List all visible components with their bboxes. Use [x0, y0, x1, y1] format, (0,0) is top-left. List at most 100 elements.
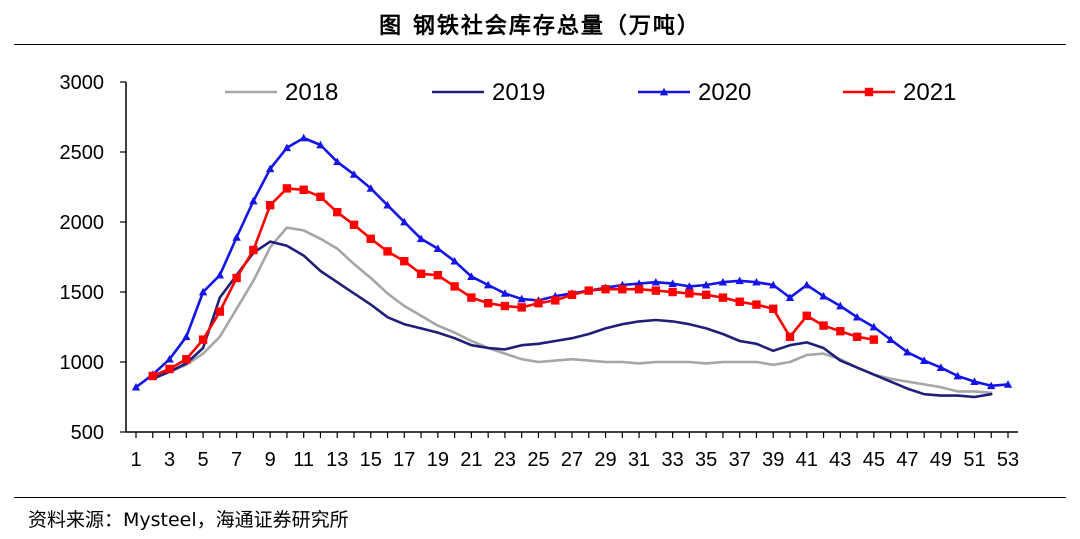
legend-marker: [864, 87, 874, 97]
data-point-2021: [383, 247, 392, 256]
data-point-2021: [735, 297, 744, 306]
data-point-2020: [249, 196, 258, 205]
y-tick-label: 1000: [60, 352, 105, 374]
x-tick-label: 3: [164, 449, 175, 471]
data-point-2020: [232, 233, 241, 241]
data-point-2020: [467, 272, 476, 280]
data-point-2021: [567, 290, 577, 299]
series-2018: [151, 226, 993, 395]
x-tick-label: 37: [729, 449, 751, 471]
data-point-2020: [265, 164, 275, 173]
data-point-2020: [970, 377, 979, 385]
data-point-2020: [886, 335, 895, 343]
data-point-2020: [819, 292, 828, 300]
data-point-2020: [701, 280, 711, 289]
x-tick-label: 27: [561, 449, 583, 471]
data-point-2021: [802, 311, 811, 320]
data-point-2020: [366, 184, 375, 192]
data-point-2021: [198, 335, 208, 344]
data-point-2020: [919, 356, 929, 364]
legend-label: 2021: [903, 79, 956, 106]
series-lines: [131, 133, 1013, 399]
data-point-2021: [500, 301, 510, 311]
source-divider: [14, 497, 1066, 498]
data-point-2021: [534, 299, 543, 308]
chart-title: 图 钢铁社会库存总量（万吨）: [379, 14, 701, 39]
data-point-2021: [651, 286, 661, 295]
data-point-2021: [601, 285, 610, 294]
data-point-2020: [316, 140, 325, 149]
data-point-2020: [416, 234, 426, 243]
data-point-2020: [500, 289, 510, 297]
series-line-2020: [134, 136, 1010, 389]
data-point-2021: [869, 335, 879, 344]
data-point-2021: [483, 299, 493, 308]
data-point-2020: [517, 294, 526, 303]
data-point-2020: [752, 278, 761, 286]
legend-marker: [659, 87, 669, 96]
y-tick-label: 2000: [60, 212, 105, 234]
data-point-2020: [836, 301, 845, 310]
data-point-2021: [618, 285, 627, 294]
data-point-2021: [215, 307, 225, 316]
x-tick-label: 21: [460, 449, 482, 471]
data-point-2021: [517, 303, 526, 312]
data-point-2021: [165, 364, 174, 374]
data-point-2021: [433, 271, 443, 280]
y-tick-label: 3000: [60, 72, 105, 94]
data-point-2020: [182, 332, 191, 341]
y-tick-label: 2500: [60, 142, 105, 164]
legend-item-2021: 2021: [843, 79, 956, 106]
data-point-2020: [433, 244, 443, 252]
data-point-2021: [232, 273, 241, 283]
x-tick-label: 45: [863, 449, 885, 471]
data-point-2021: [148, 371, 157, 381]
data-point-2021: [265, 201, 275, 210]
x-tick-label: 17: [393, 449, 415, 471]
data-point-2021: [299, 185, 308, 194]
data-point-2020: [936, 363, 946, 371]
data-point-2020: [1003, 380, 1013, 388]
data-point-2020: [769, 280, 778, 289]
data-point-2021: [836, 327, 845, 336]
x-tick-label: 25: [527, 449, 549, 471]
x-tick-label: 49: [930, 449, 952, 471]
x-tick-label: 7: [231, 449, 242, 471]
data-point-2021: [551, 296, 560, 305]
data-point-2020: [483, 280, 493, 289]
x-tick-label: 15: [360, 449, 382, 471]
data-point-2021: [282, 184, 292, 193]
x-tick-label: 29: [594, 449, 616, 471]
x-tick-label: 5: [198, 449, 209, 471]
data-point-2021: [701, 290, 711, 299]
data-point-2021: [634, 285, 644, 294]
x-tick-label: 23: [494, 449, 516, 471]
data-point-2020: [735, 276, 744, 285]
legend-label: 2019: [492, 79, 545, 106]
data-point-2021: [852, 332, 862, 341]
x-tick-label: 13: [326, 449, 348, 471]
data-point-2021: [316, 192, 325, 201]
x-tick-label: 1: [130, 449, 141, 471]
data-point-2020: [349, 170, 359, 178]
series-2019: [151, 240, 993, 399]
legend-label: 2020: [698, 79, 751, 106]
data-point-2020: [785, 293, 795, 301]
x-tick-label: 39: [762, 449, 784, 471]
data-point-2020: [282, 143, 292, 152]
data-point-2021: [785, 332, 795, 341]
series-line-2019: [151, 240, 993, 399]
x-tick-label: 19: [427, 449, 449, 471]
x-tick-label: 47: [896, 449, 918, 471]
data-point-2020: [802, 280, 811, 289]
data-point-2021: [416, 269, 426, 278]
source-note: 资料来源：Mysteel，海通证券研究所: [28, 509, 349, 531]
data-point-2020: [718, 278, 728, 286]
legend: 2018 2019 2020 2021: [225, 79, 956, 106]
data-point-2020: [131, 383, 141, 391]
data-point-2020: [668, 279, 677, 287]
data-point-2021: [668, 287, 677, 297]
legend-item-2018: 2018: [225, 79, 338, 106]
